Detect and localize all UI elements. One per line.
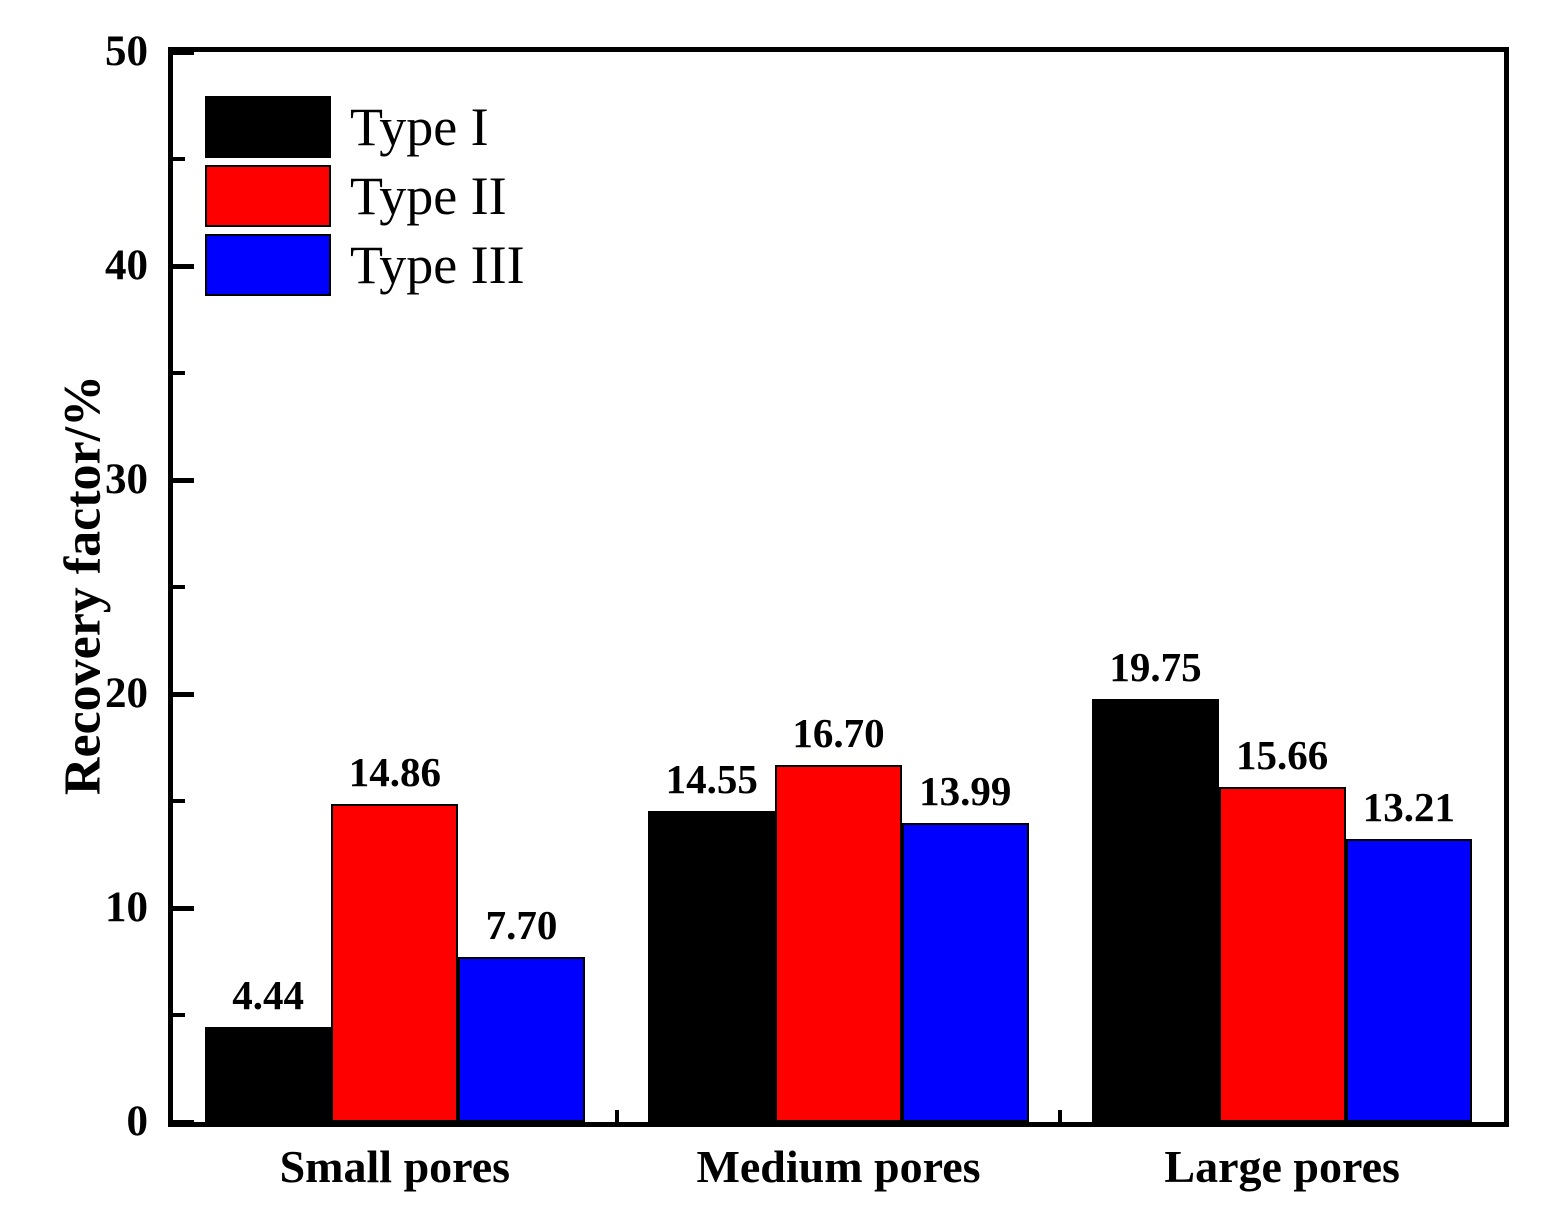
x-minor-tick <box>1058 1110 1063 1122</box>
plot-area: 4.44 14.86 7.70 14.55 16.70 13.99 19.75 15.66 13… <box>168 47 1509 1127</box>
bar-value-label: 16.70 <box>792 709 885 756</box>
bar-value-label: 15.66 <box>1236 731 1329 778</box>
y-tick-label: 10 <box>105 884 148 931</box>
legend-label: Type II <box>350 166 507 226</box>
legend-label: Type III <box>350 235 525 295</box>
y-tick-label: 0 <box>126 1098 149 1145</box>
y-major-tick <box>173 263 194 269</box>
legend-item: Type I <box>205 96 525 158</box>
y-tick-label: 40 <box>105 242 148 289</box>
bar <box>648 810 776 1122</box>
y-major-tick <box>173 477 194 483</box>
y-minor-tick <box>173 1013 185 1017</box>
bar <box>1345 839 1473 1122</box>
legend: Type I Type II Type III <box>205 96 525 303</box>
y-tick-label: 20 <box>105 670 148 717</box>
bar-value-label: 13.21 <box>1362 784 1455 831</box>
category-label: Medium pores <box>696 1141 981 1192</box>
bar-value-label: 7.70 <box>485 902 558 949</box>
legend-item: Type III <box>205 234 525 296</box>
y-major-tick <box>173 905 194 911</box>
bar <box>1218 786 1346 1122</box>
y-axis-title-text: Recovery factor/% <box>54 374 112 796</box>
category-label: Small pores <box>279 1141 511 1192</box>
y-major-tick <box>173 691 194 697</box>
bar <box>458 957 585 1122</box>
y-minor-tick <box>173 799 185 803</box>
bar <box>204 1026 332 1122</box>
bar <box>1092 699 1219 1122</box>
bar-value-label: 13.99 <box>919 767 1012 814</box>
legend-swatch <box>205 234 331 296</box>
legend-item: Type II <box>205 165 525 227</box>
y-major-tick <box>173 49 194 55</box>
bar <box>775 764 902 1122</box>
bar-value-label: 14.55 <box>665 755 758 802</box>
y-tick-label: 50 <box>105 28 148 75</box>
bar-value-label: 4.44 <box>232 971 304 1018</box>
y-minor-tick <box>173 157 185 161</box>
x-minor-tick <box>614 1110 619 1122</box>
legend-swatch <box>205 96 331 158</box>
bar-value-label: 14.86 <box>348 749 441 795</box>
legend-label: Type I <box>350 97 489 157</box>
y-tick-label: 30 <box>105 456 148 503</box>
y-minor-tick <box>173 585 185 589</box>
y-minor-tick <box>173 371 185 375</box>
y-major-tick <box>173 1119 194 1125</box>
legend-swatch <box>205 165 331 227</box>
bar <box>331 804 459 1122</box>
bar <box>901 822 1029 1122</box>
category-label: Large pores <box>1164 1141 1400 1192</box>
bar-value-label: 19.75 <box>1109 644 1202 691</box>
